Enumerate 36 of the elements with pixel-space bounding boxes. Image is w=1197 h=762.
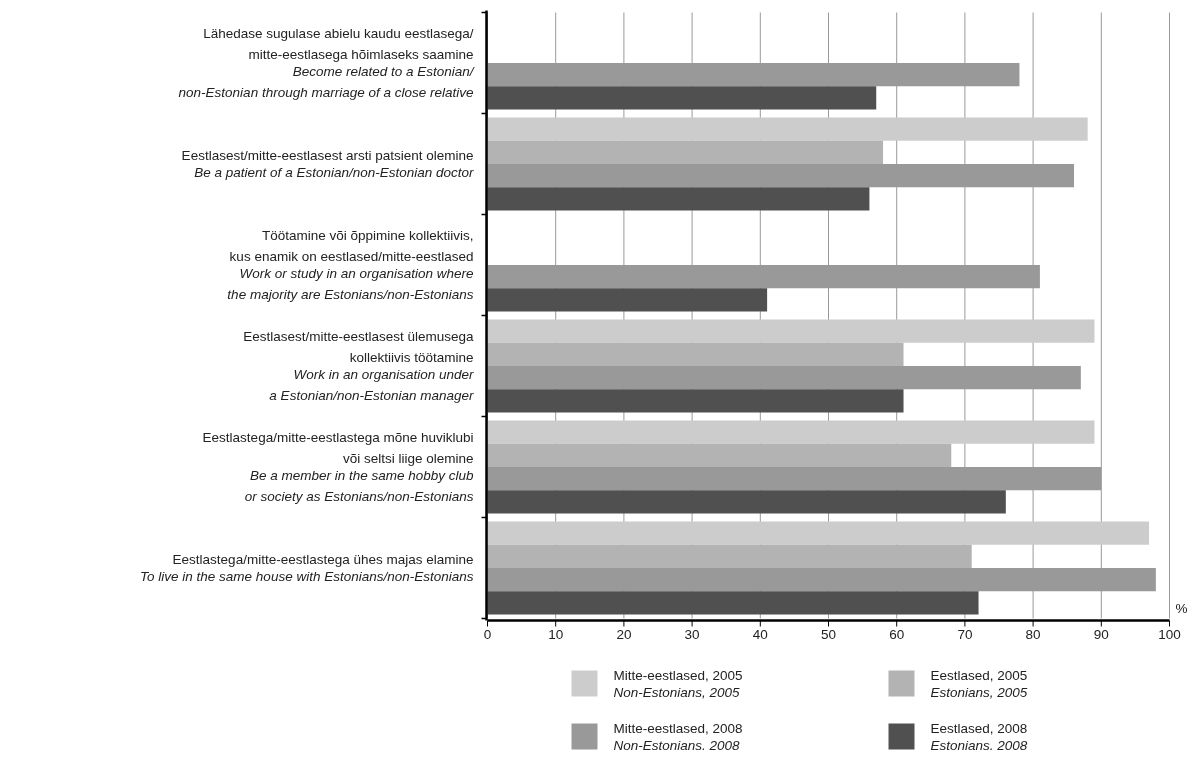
x-axis-title: % xyxy=(1175,600,1188,616)
x-tick-label: 30 xyxy=(684,626,700,642)
x-tick-label: 40 xyxy=(752,626,768,642)
category-label: Lähedase sugulase abielu kaudu eestlasega/ mitte-eestlasega hõimlaseks saamine Become related to a Estonian/ non-Estonian through marriage of a close relative xyxy=(178,26,474,100)
x-tick-label: 70 xyxy=(957,626,973,642)
bar xyxy=(487,544,972,568)
bar xyxy=(487,319,1095,343)
category-label: Töötamine või õppimine kollektiivis, kus enamik on eestlased/mitte-eestlased Work or study in an organisation where the majority are Estonians/non-Estonians xyxy=(227,228,474,302)
x-tick-label: 10 xyxy=(548,626,564,642)
legend-label: Mitte-eestlased, 2005 Non-Estonians, 2005 xyxy=(613,667,743,700)
bar xyxy=(487,342,904,366)
bar xyxy=(487,420,1095,444)
category-label: Eestlasest/mitte-eestlasest arsti patsient olemine Be a patient of a Estonian/non-Estonian doctor xyxy=(181,148,474,180)
bar xyxy=(487,521,1150,545)
bar xyxy=(487,288,768,312)
bar xyxy=(487,140,884,164)
bar xyxy=(487,591,979,615)
legend-label: Eestlased, 2008 Estonians. 2008 xyxy=(930,720,1028,753)
category-label: Eestlasest/mitte-eestlasest ülemusega kollektiivis töötamine Work in an organisation under a Estonian/non-Estonian manager xyxy=(243,329,474,403)
x-tick-label: 80 xyxy=(1025,626,1041,642)
x-tick-label: 50 xyxy=(820,626,837,642)
legend-label: Mitte-eestlased, 2008 Non-Estonians. 2008 xyxy=(613,720,743,753)
bar xyxy=(487,117,1088,141)
x-tick-label: 20 xyxy=(616,626,632,642)
bar xyxy=(487,389,904,413)
bar xyxy=(487,187,870,211)
x-tick-label: 100 xyxy=(1158,626,1181,642)
bar xyxy=(487,490,1006,514)
x-tick-label: 90 xyxy=(1093,626,1109,642)
x-tick-label: 0 xyxy=(483,626,492,642)
x-tick-label: 60 xyxy=(889,626,905,642)
legend-label: Eestlased, 2005 Estonians, 2005 xyxy=(930,667,1028,700)
category-label: Eestlastega/mitte-eestlastega mõne huviklubi või seltsi liige olemine Be a member in the same hobby club or society as Estonians/non-Estonians xyxy=(202,430,474,504)
category-label: Eestlastega/mitte-eestlastega ühes majas elamine To live in the same house with Estonians/non-Estonians xyxy=(140,552,474,584)
bar xyxy=(487,443,952,467)
bar xyxy=(487,86,877,110)
